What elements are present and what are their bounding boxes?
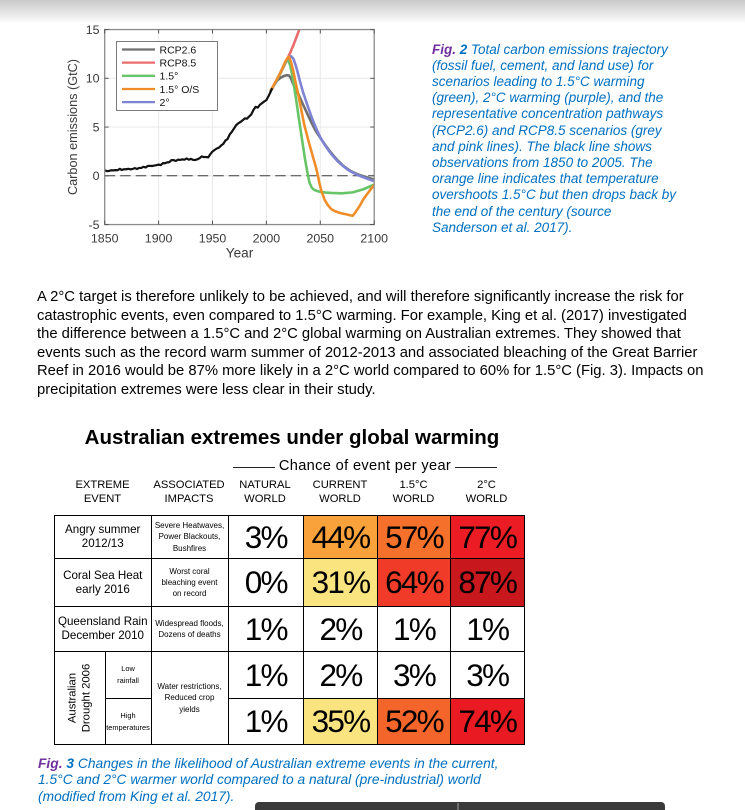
svg-text:2000: 2000 [253, 232, 281, 246]
svg-text:15: 15 [86, 23, 100, 37]
svg-text:1.5°: 1.5° [160, 71, 179, 83]
svg-text:1.5° O/S: 1.5° O/S [160, 84, 200, 96]
svg-text:2050: 2050 [307, 232, 335, 246]
svg-text:2100: 2100 [360, 232, 388, 246]
svg-text:1900: 1900 [145, 232, 173, 246]
svg-text:-5: -5 [88, 218, 99, 232]
svg-text:RCP2.6: RCP2.6 [160, 44, 197, 56]
svg-text:1950: 1950 [199, 232, 227, 246]
svg-text:0: 0 [93, 169, 100, 183]
svg-text:Year: Year [226, 246, 254, 261]
svg-text:2°: 2° [160, 97, 170, 109]
svg-text:1850: 1850 [91, 232, 119, 246]
svg-text:10: 10 [86, 72, 100, 86]
svg-text:5: 5 [93, 120, 100, 134]
svg-text:Carbon emissions (GtC): Carbon emissions (GtC) [66, 59, 80, 195]
svg-text:RCP8.5: RCP8.5 [160, 58, 197, 70]
